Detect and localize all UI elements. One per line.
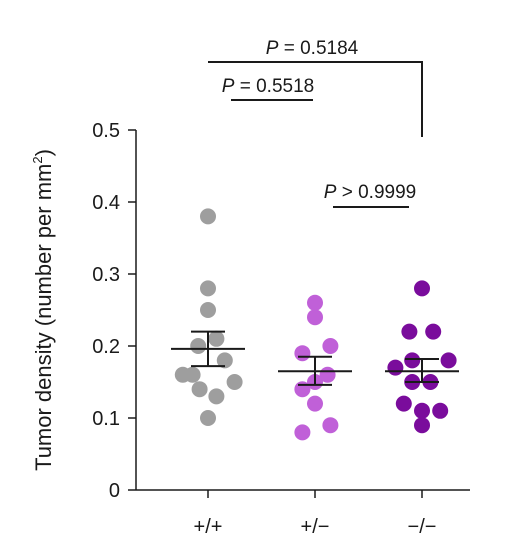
x-tick-label-0: +/+ bbox=[194, 516, 223, 538]
data-point-1-6 bbox=[294, 381, 311, 398]
data-point-2-10 bbox=[432, 402, 449, 419]
data-point-1-3 bbox=[294, 345, 311, 362]
sig-label-1: P = 0.5518 bbox=[222, 76, 314, 97]
sig-label-2: P > 0.9999 bbox=[324, 182, 416, 203]
y-tick-label-5: 0.5 bbox=[92, 120, 120, 142]
data-point-0-7 bbox=[184, 366, 201, 383]
data-point-1-7 bbox=[307, 395, 323, 412]
data-point-0-1 bbox=[200, 280, 216, 297]
data-point-2-4 bbox=[404, 352, 421, 369]
axes bbox=[135, 130, 470, 491]
data-point-0-8 bbox=[226, 374, 243, 390]
data-point-2-0 bbox=[414, 280, 430, 297]
sig-label-value-2: > 0.9999 bbox=[336, 182, 416, 203]
x-ticks: +/+ +/− −/− bbox=[194, 490, 437, 538]
data-point-2-11 bbox=[414, 417, 430, 434]
data-point-2-2 bbox=[425, 323, 442, 340]
data-point-0-3 bbox=[208, 330, 225, 347]
data-point-0-2 bbox=[200, 302, 216, 318]
data-point-2-9 bbox=[414, 402, 430, 419]
y-tick-label-1: 0.1 bbox=[92, 408, 120, 430]
data-point-2-8 bbox=[395, 395, 412, 412]
x-tick-label-1: +/− bbox=[301, 516, 330, 538]
sig-label-value-0: = 0.5184 bbox=[278, 38, 358, 59]
data-point-0-11 bbox=[200, 410, 216, 426]
sig-label-p-0: P bbox=[266, 38, 279, 59]
data-point-0-5 bbox=[216, 352, 233, 369]
y-axis-title-close: ) bbox=[31, 149, 56, 156]
y-axis-title: Tumor density (number per mm2) bbox=[30, 149, 56, 471]
y-tick-label-2: 0.2 bbox=[92, 336, 120, 358]
data-point-1-0 bbox=[307, 294, 323, 311]
data-point-0-10 bbox=[208, 388, 225, 405]
data-point-0-0 bbox=[200, 208, 216, 225]
data-point-1-1 bbox=[307, 309, 323, 326]
data-point-0-4 bbox=[190, 338, 207, 354]
data-point-1-9 bbox=[294, 424, 311, 441]
data-point-2-1 bbox=[401, 323, 418, 340]
data-points bbox=[174, 208, 457, 441]
data-point-0-9 bbox=[191, 381, 208, 398]
sig-label-p-2: P bbox=[324, 182, 337, 203]
sig-bracket-0 bbox=[208, 61, 423, 137]
y-tick-label-0: 0 bbox=[109, 480, 120, 502]
sig-label-value-1: = 0.5518 bbox=[234, 76, 314, 97]
data-point-2-3 bbox=[440, 352, 457, 369]
y-tick-label-4: 0.4 bbox=[92, 192, 120, 214]
data-point-1-2 bbox=[322, 338, 339, 354]
data-point-2-5 bbox=[387, 359, 404, 376]
data-point-1-8 bbox=[322, 417, 339, 434]
x-tick-label-2: −/− bbox=[408, 516, 437, 538]
y-tick-label-3: 0.3 bbox=[92, 264, 120, 286]
error-bars bbox=[171, 330, 459, 386]
y-ticks: 0 0.1 0.2 0.3 0.4 0.5 bbox=[92, 120, 136, 502]
y-axis-title-superscript: 2 bbox=[30, 156, 45, 163]
sig-label-0: P = 0.5184 bbox=[266, 38, 359, 59]
sig-label-p-1: P bbox=[222, 76, 235, 97]
